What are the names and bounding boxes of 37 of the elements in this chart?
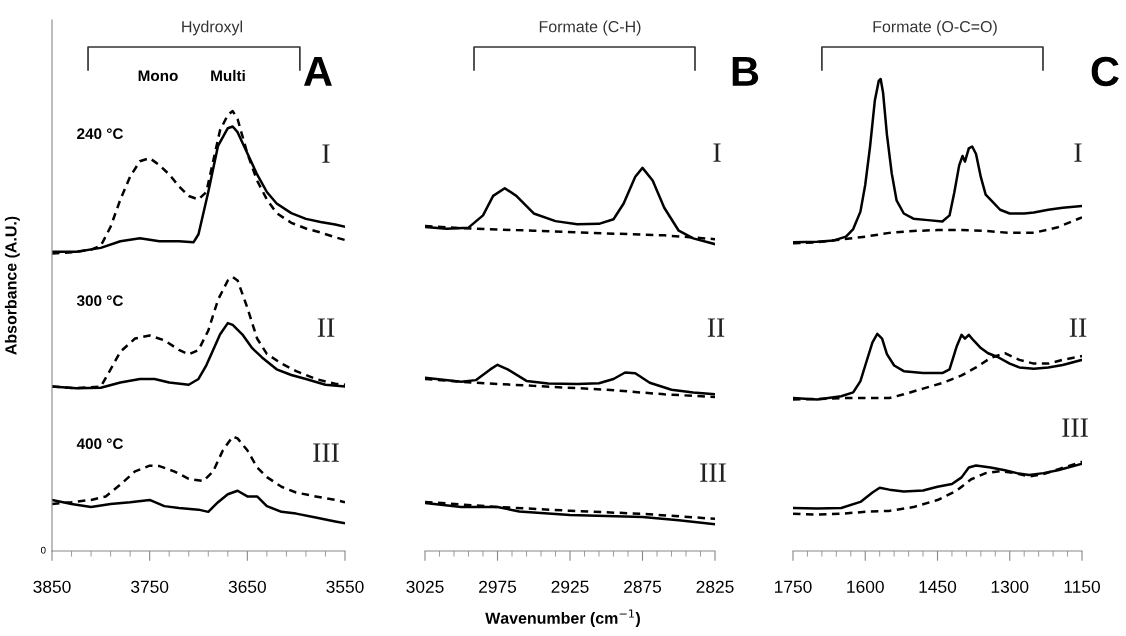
text: I (713, 143, 721, 162)
text: C (1091, 56, 1119, 87)
text: 0 (40, 546, 46, 554)
x-tick-label: 1150 (1064, 580, 1100, 593)
x-tick-label: 1600 (847, 580, 884, 593)
annotation: II (707, 318, 725, 337)
x-tick-label: 1750 (775, 580, 812, 593)
x-tick-label: 2825 (696, 580, 734, 593)
annotation: III (1062, 418, 1088, 437)
x-tick-label: 2975 (479, 580, 517, 593)
annotation: I (322, 144, 330, 163)
y-axis-title: Absorbance (A.U.) (4, 216, 20, 355)
text: B (732, 57, 759, 86)
text: Formate (O-C=O) (873, 20, 997, 36)
x-tick-label: 3025 (406, 580, 444, 593)
annotation: II (1069, 318, 1087, 337)
x-tick-label: 3650 (228, 580, 266, 593)
x-tick-label: 2875 (624, 580, 662, 593)
text: A (303, 57, 332, 86)
x-tick-label: 1300 (991, 580, 1029, 593)
x-tick-label: 1450 (919, 580, 957, 593)
text: Multi (211, 69, 245, 82)
annotation: 300 °C (76, 295, 124, 307)
x-tick-label: 3850 (33, 580, 71, 593)
annotation: III (700, 463, 726, 482)
annotation: 240 °C (77, 128, 124, 140)
x-tick-label: 3750 (131, 580, 169, 593)
text: Formate (C-H) (539, 20, 641, 36)
annotation: III (313, 443, 339, 462)
text: Mono (138, 70, 178, 82)
x-tick-label: 2925 (551, 580, 589, 593)
annotation: I (1074, 143, 1082, 162)
annotation: 400 °C (76, 438, 124, 450)
text: Hydroxyl (182, 20, 242, 36)
x-axis-title: Wavenumber (cm$^{−1}$) (485, 609, 640, 627)
x-tick-label: 3550 (326, 580, 364, 593)
annotation: II (317, 318, 335, 337)
